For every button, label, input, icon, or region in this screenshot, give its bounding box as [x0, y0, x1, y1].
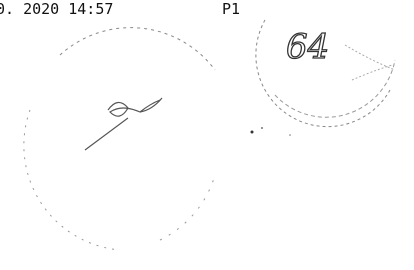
speck — [289, 134, 291, 136]
page-number: P1 — [222, 0, 240, 18]
page: 0. 2020 14:57 P1 64 (() => { const data … — [0, 0, 414, 270]
speck — [261, 127, 263, 129]
speck — [251, 131, 254, 134]
timestamp: 0. 2020 14:57 — [0, 0, 113, 18]
handwriting: 64 — [286, 27, 329, 67]
scan: 0. 2020 14:57 P1 64 — [0, 0, 414, 270]
background — [0, 0, 414, 270]
